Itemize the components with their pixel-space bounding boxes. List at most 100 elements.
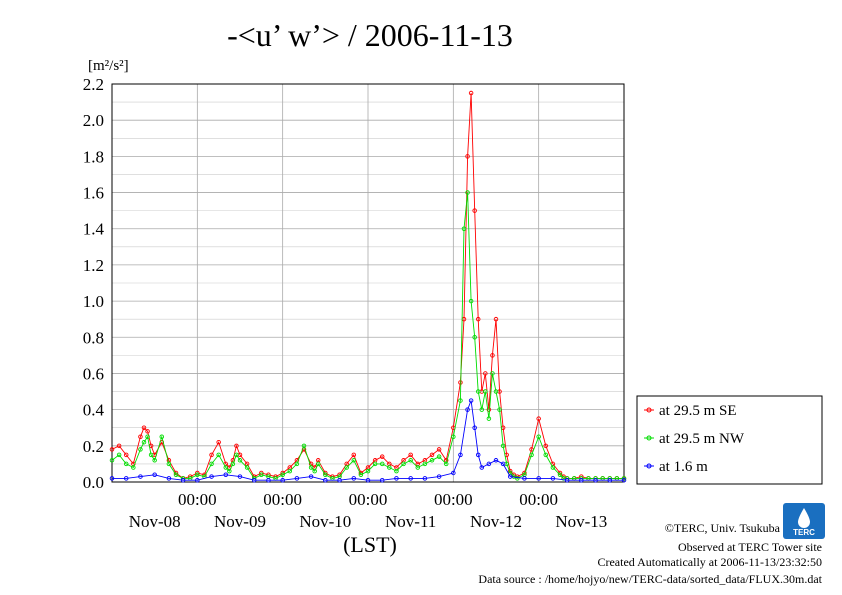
legend-marker	[646, 463, 652, 469]
series-point	[173, 472, 179, 478]
legend-items: at 29.5 m SE at 29.5 m NW at 1.6 m	[644, 403, 745, 475]
series-point	[251, 477, 257, 483]
series-point	[564, 477, 570, 483]
series-point	[451, 470, 456, 476]
series-point	[394, 468, 399, 474]
legend-marker	[646, 407, 652, 413]
series-point	[408, 452, 413, 458]
y-tick-label: 0.4	[83, 401, 105, 420]
series-point	[550, 465, 556, 470]
series-point	[166, 461, 172, 467]
series-point	[259, 472, 264, 478]
legend-box	[636, 395, 823, 485]
series-point	[451, 434, 456, 440]
series-point	[436, 447, 442, 452]
y-tick-label: 0.2	[83, 437, 104, 456]
series-point	[401, 461, 406, 467]
series-point	[379, 454, 385, 459]
observed-text: Observed at TERC Tower site	[678, 540, 822, 554]
y-tick-label: 2.0	[83, 111, 104, 130]
x-date-label: Nov-12	[470, 512, 522, 531]
series-point	[493, 458, 499, 463]
series-point	[465, 154, 470, 159]
series-point	[472, 335, 477, 340]
series-point	[436, 474, 442, 479]
series-point	[312, 468, 317, 474]
series-point	[287, 468, 293, 474]
y-axis-unit: [m²/s²]	[88, 58, 129, 74]
series-point	[500, 443, 506, 449]
x-date-label: Nov-08	[129, 512, 181, 531]
series-point	[308, 465, 314, 470]
series-point	[152, 472, 157, 478]
y-tick-label: 1.6	[83, 184, 104, 203]
chart-title: -<u’ w’> / 2006-11-13	[227, 17, 513, 53]
series-point	[486, 416, 492, 421]
x-date-label: Nov-11	[385, 512, 436, 531]
series-point	[266, 477, 271, 483]
series-point	[227, 468, 232, 474]
series-point	[490, 353, 495, 358]
legend-label: at 1.6 m	[659, 459, 708, 475]
series-point	[415, 465, 421, 470]
copyright-text: ©TERC, Univ. Tsukuba	[665, 521, 781, 535]
series-point	[543, 443, 549, 449]
legend-entry: at 29.5 m SE	[644, 403, 737, 419]
series-point	[237, 458, 243, 463]
series-point	[138, 447, 143, 452]
series-point	[429, 458, 435, 463]
series-point	[408, 476, 413, 481]
series-point	[507, 474, 513, 479]
series-point	[323, 472, 328, 478]
series-point	[159, 434, 165, 440]
series-point	[109, 447, 115, 452]
series-point	[394, 476, 399, 481]
series-point	[536, 434, 541, 440]
series-1	[109, 190, 627, 481]
series-point	[344, 465, 349, 470]
series-point	[468, 298, 474, 304]
series-point	[468, 90, 474, 96]
series-point	[223, 472, 229, 478]
series-point	[475, 389, 481, 394]
series-point	[209, 474, 214, 479]
series-point	[443, 461, 449, 467]
series-point	[515, 476, 520, 481]
series-point	[593, 477, 598, 483]
terc-logo: TERC	[783, 503, 825, 539]
x-time-label: 00:00	[178, 490, 217, 509]
series-point	[422, 476, 428, 481]
y-ticks: 0.0 0.2 0.4 0.6 0.8 1.0 1.2 1.4 1.6 1.8 2.0 2.2	[83, 75, 105, 492]
x-time-label: 00:00	[434, 490, 473, 509]
series-point	[166, 476, 172, 481]
series-point	[472, 425, 477, 430]
series-point	[234, 443, 239, 449]
series-point	[230, 461, 236, 467]
series-point	[493, 389, 499, 394]
series-point	[145, 434, 150, 440]
series-point	[365, 468, 371, 474]
series-point	[123, 461, 129, 467]
series-point	[475, 452, 481, 458]
series-point	[308, 474, 314, 479]
series-point	[131, 465, 136, 470]
water-drop-icon	[798, 508, 810, 528]
series-point	[280, 472, 285, 478]
series-point	[372, 461, 378, 467]
x-axis-label: (LST)	[343, 532, 397, 557]
series-point	[486, 407, 492, 412]
series-point	[216, 452, 221, 458]
y-tick-label: 2.2	[83, 75, 104, 94]
series-point	[475, 316, 481, 322]
grid	[112, 83, 624, 483]
series-point	[543, 452, 549, 458]
series-2	[109, 398, 627, 483]
legend-marker	[646, 435, 652, 441]
series-point	[123, 452, 129, 458]
y-tick-label: 1.0	[83, 292, 104, 311]
y-tick-label: 1.2	[83, 256, 104, 275]
series-point	[358, 472, 364, 478]
x-date-label: Nov-13	[555, 512, 607, 531]
series-point	[529, 452, 534, 458]
